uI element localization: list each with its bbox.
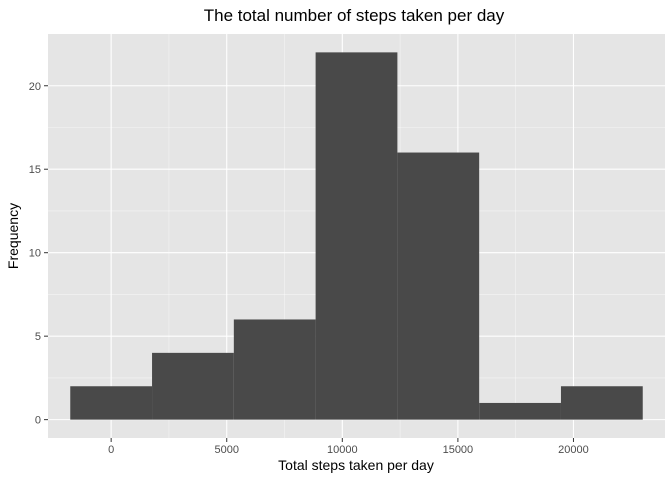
y-tick-label: 15	[29, 164, 41, 176]
x-tick-label: 0	[108, 444, 114, 456]
histogram-bar	[560, 386, 643, 420]
y-tick-label: 10	[29, 248, 41, 260]
x-tick-label: 20000	[558, 444, 589, 456]
chart-title: The total number of steps taken per day	[204, 6, 505, 25]
histogram-bar	[152, 352, 234, 420]
histogram-bars	[70, 52, 643, 420]
y-tick-label: 0	[35, 415, 41, 427]
y-axis-ticks: 0 5 10 15 20	[29, 81, 48, 427]
histogram-bar	[397, 152, 480, 420]
histogram-bar	[479, 402, 561, 420]
x-tick-label: 5000	[214, 444, 238, 456]
histogram-bar	[315, 52, 398, 420]
histogram-bar	[233, 319, 316, 420]
y-tick-label: 5	[35, 331, 41, 343]
y-axis-title: Frequency	[5, 203, 21, 269]
y-tick-label: 20	[29, 81, 41, 93]
x-tick-label: 15000	[443, 444, 474, 456]
x-axis-ticks: 0 5000 10000 15000 20000	[108, 438, 589, 456]
histogram-bar	[70, 386, 153, 420]
x-tick-label: 10000	[327, 444, 358, 456]
x-axis-title: Total steps taken per day	[278, 457, 434, 473]
